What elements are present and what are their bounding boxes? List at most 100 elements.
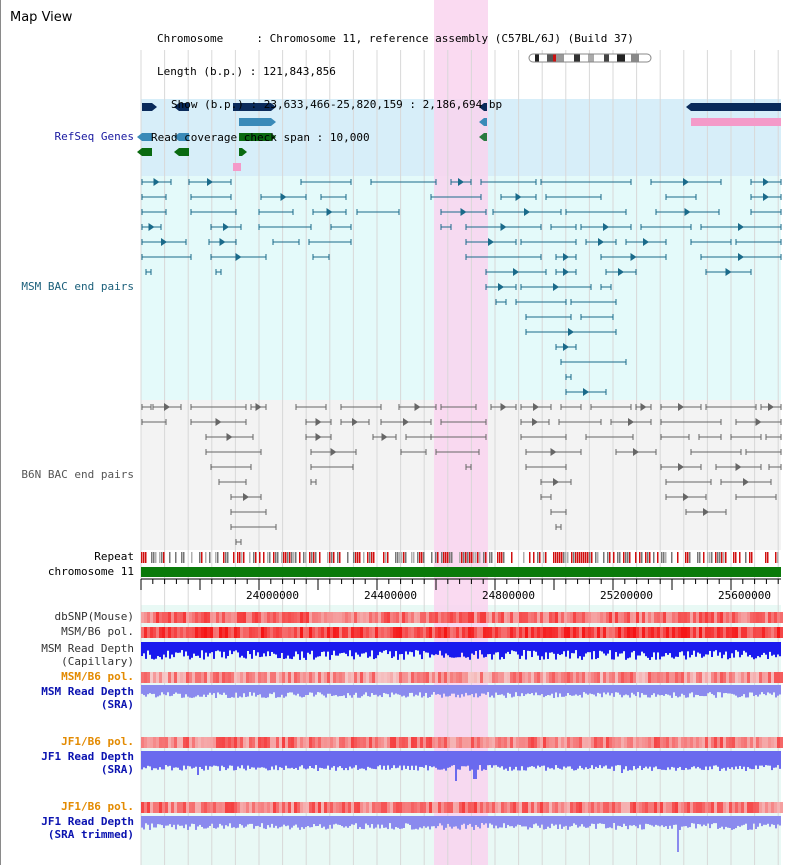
depth-bar xyxy=(271,751,273,767)
heat-cell xyxy=(306,627,309,638)
depth-bar xyxy=(371,751,373,769)
length-label: Length (b.p.) xyxy=(157,65,244,78)
heat-cell xyxy=(642,672,645,683)
depth-bar xyxy=(185,685,187,695)
depth-bar xyxy=(365,751,367,771)
heat-cell xyxy=(360,802,363,813)
track-label-b6n-bac[interactable]: B6N BAC end pairs xyxy=(21,468,134,481)
depth-bar xyxy=(529,685,531,695)
repeat-mark xyxy=(397,552,399,563)
heat-cell xyxy=(234,612,237,623)
depth-bar xyxy=(429,642,431,658)
depth-bar xyxy=(475,685,477,694)
heat-cell xyxy=(546,612,549,623)
depth-bar xyxy=(291,642,293,660)
heat-cell xyxy=(723,627,726,638)
heat-cell xyxy=(516,627,519,638)
depth-bar xyxy=(311,816,313,828)
heat-cell xyxy=(345,802,348,813)
heat-cell xyxy=(183,737,186,748)
heat-cell xyxy=(738,737,741,748)
heat-cell xyxy=(165,802,168,813)
ideogram-band xyxy=(529,54,535,62)
heat-cell xyxy=(270,627,273,638)
heat-cell xyxy=(777,627,780,638)
heat-cell xyxy=(504,737,507,748)
depth-bar xyxy=(725,751,727,771)
depth-bar xyxy=(583,685,585,693)
heat-cell xyxy=(669,672,672,683)
heat-cell xyxy=(777,672,780,683)
depth-bar xyxy=(739,642,741,658)
depth-bar xyxy=(475,816,477,826)
depth-bar xyxy=(619,685,621,695)
depth-bar xyxy=(625,816,627,827)
heat-cell xyxy=(552,612,555,623)
depth-bar xyxy=(327,751,329,766)
depth-bar xyxy=(189,816,191,827)
heat-cell xyxy=(345,627,348,638)
heat-cell xyxy=(483,802,486,813)
heat-cell xyxy=(618,737,621,748)
gene-feature xyxy=(239,148,242,156)
heat-cell xyxy=(486,627,489,638)
track-label-msm-bac[interactable]: MSM BAC end pairs xyxy=(21,280,134,293)
depth-bar xyxy=(633,816,635,826)
depth-bar xyxy=(719,642,721,653)
heat-cell xyxy=(780,672,783,683)
heat-cell xyxy=(213,802,216,813)
heat-cell xyxy=(762,802,765,813)
heat-cell xyxy=(711,672,714,683)
depth-bar xyxy=(709,816,711,829)
heat-cell xyxy=(504,802,507,813)
repeat-mark xyxy=(371,552,373,563)
depth-bar xyxy=(409,685,411,693)
bac-arrow xyxy=(255,403,262,411)
heat-cell xyxy=(513,627,516,638)
depth-bar xyxy=(357,685,359,698)
depth-bar xyxy=(663,685,665,696)
depth-bar xyxy=(177,685,179,694)
depth-bar xyxy=(639,685,641,698)
bac-arrow xyxy=(598,238,604,246)
heat-cell xyxy=(645,737,648,748)
depth-bar xyxy=(359,685,361,698)
depth-bar xyxy=(425,816,427,828)
heat-cell xyxy=(246,737,249,748)
depth-bar xyxy=(253,642,255,651)
heat-cell xyxy=(603,627,606,638)
depth-bar xyxy=(555,642,557,660)
depth-bar xyxy=(465,751,467,767)
heat-cell xyxy=(306,737,309,748)
depth-bar xyxy=(423,751,425,768)
heat-cell xyxy=(726,802,729,813)
heat-cell xyxy=(261,627,264,638)
depth-bar xyxy=(687,816,689,828)
ideogram-band xyxy=(535,54,539,62)
repeat-mark xyxy=(315,552,317,563)
heat-cell xyxy=(282,612,285,623)
heat-cell xyxy=(636,672,639,683)
track-label-refseq[interactable]: RefSeq Genes xyxy=(54,130,134,143)
heat-cell xyxy=(189,672,192,683)
depth-bar xyxy=(561,751,563,770)
heat-cell xyxy=(504,612,507,623)
depth-bar xyxy=(759,685,761,695)
heat-cell xyxy=(780,612,783,623)
depth-bar xyxy=(645,642,647,657)
heat-cell xyxy=(255,627,258,638)
depth-bar xyxy=(741,642,743,655)
heat-cell xyxy=(159,737,162,748)
depth-bar xyxy=(765,642,767,655)
heat-cell xyxy=(501,737,504,748)
heat-cell xyxy=(321,612,324,623)
gene-feature xyxy=(691,118,781,126)
repeat-mark xyxy=(215,552,217,563)
depth-bar xyxy=(549,642,551,653)
heat-cell xyxy=(327,802,330,813)
heat-cell xyxy=(153,612,156,623)
depth-bar xyxy=(611,751,613,767)
depth-bar xyxy=(495,816,497,826)
heat-cell xyxy=(219,612,222,623)
